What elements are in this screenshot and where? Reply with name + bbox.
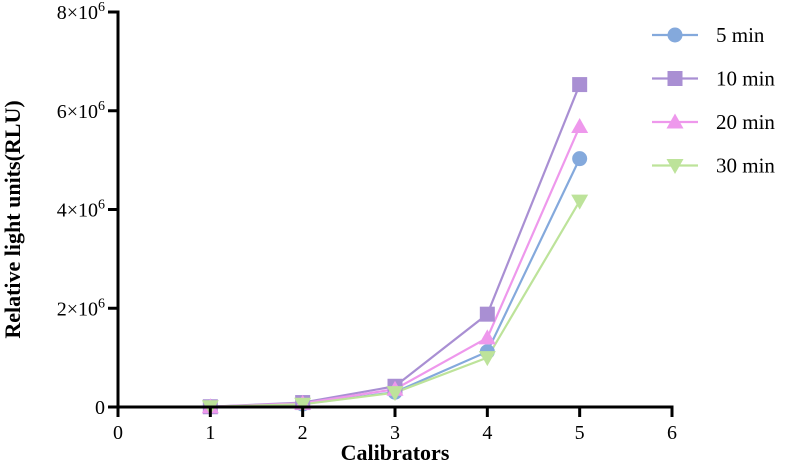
x-tick-label: 1 <box>205 422 215 444</box>
legend-marker <box>667 27 683 43</box>
x-tick-label: 6 <box>667 422 677 444</box>
y-tick-label: 8×106 <box>57 0 105 24</box>
data-point <box>479 306 495 322</box>
data-point <box>478 329 496 345</box>
x-axis-title: Calibrators <box>341 440 450 464</box>
legend-marker <box>666 159 684 174</box>
y-ticks: 0 2×106 4×106 6×106 8×106 <box>57 0 118 419</box>
y-tick-label: 0 <box>95 397 105 419</box>
x-tick-label: 4 <box>482 422 492 444</box>
series-layer <box>201 77 589 416</box>
x-tick-label: 5 <box>575 422 585 444</box>
x-tick-label: 2 <box>298 422 308 444</box>
legend-label: 30 min <box>716 154 775 178</box>
data-point <box>294 397 312 413</box>
data-point <box>386 386 404 402</box>
legend-marker <box>667 71 683 86</box>
data-point <box>571 118 589 134</box>
y-axis-title: Relative light units(RLU) <box>0 100 25 338</box>
y-tick-label: 4×106 <box>57 198 105 222</box>
series-line <box>210 126 581 408</box>
data-point <box>572 77 588 93</box>
legend-label: 10 min <box>716 67 775 91</box>
x-tick-label: 0 <box>113 422 123 444</box>
data-point <box>572 151 588 167</box>
data-point <box>571 194 589 210</box>
legend-label: 20 min <box>716 110 775 134</box>
axes-layer <box>116 10 674 409</box>
x-ticks: 0 1 2 3 4 5 6 <box>113 407 677 444</box>
legend-marker <box>666 113 684 129</box>
data-point <box>478 351 496 367</box>
series-line <box>210 200 581 408</box>
series-line <box>210 158 581 408</box>
y-tick-label: 2×106 <box>57 296 105 320</box>
y-tick-label: 6×106 <box>57 99 105 123</box>
legend: 5 min 10 min 20 min 30 min <box>652 23 775 178</box>
x-tick-label: 3 <box>390 422 400 444</box>
series-line <box>210 84 581 408</box>
legend-label: 5 min <box>716 23 765 47</box>
